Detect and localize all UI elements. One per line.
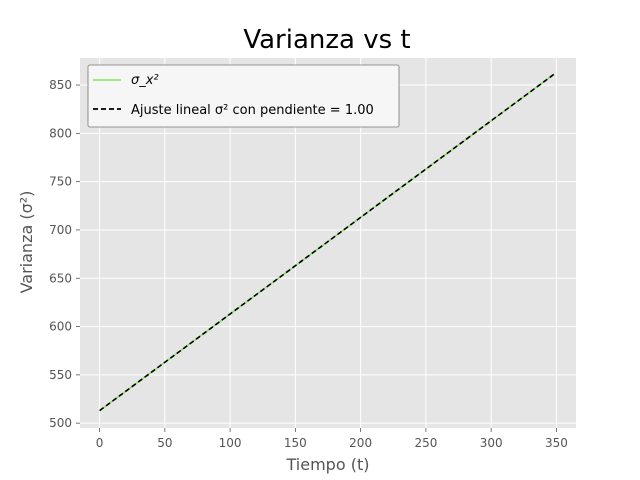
x-tick-label: 150 [284, 436, 307, 450]
y-tick-label: 550 [49, 368, 72, 382]
x-tick-label: 350 [545, 436, 568, 450]
x-axis-ticks: 0 50 100 150 200 250 300 350 [96, 428, 568, 450]
y-tick-label: 600 [49, 320, 72, 334]
legend-label-fit: Ajuste lineal σ² con pendiente = 1.00 [131, 103, 374, 118]
y-tick-label: 750 [49, 175, 72, 189]
x-tick-label: 0 [96, 436, 104, 450]
x-tick-label: 300 [480, 436, 503, 450]
legend-box [87, 64, 400, 128]
y-tick-label: 850 [49, 78, 72, 92]
legend: σ_x² Ajuste lineal σ² con pendiente = 1.… [87, 64, 400, 128]
y-axis-label: Varianza (σ²) [17, 191, 36, 294]
x-tick-label: 50 [157, 436, 172, 450]
x-tick-label: 250 [414, 436, 437, 450]
chart-title: Varianza vs t [243, 25, 410, 55]
y-axis-ticks: 500 550 600 650 700 750 800 850 [49, 78, 80, 430]
y-tick-label: 500 [49, 416, 72, 430]
x-tick-label: 100 [219, 436, 242, 450]
x-tick-label: 200 [349, 436, 372, 450]
legend-label-variance: σ_x² [131, 73, 159, 88]
y-tick-label: 650 [49, 271, 72, 285]
y-tick-label: 800 [49, 126, 72, 140]
series-line-linear-fit [99, 73, 555, 412]
x-axis-label: Tiempo (t) [286, 455, 370, 474]
series-layer [99, 73, 555, 412]
y-tick-label: 700 [49, 223, 72, 237]
